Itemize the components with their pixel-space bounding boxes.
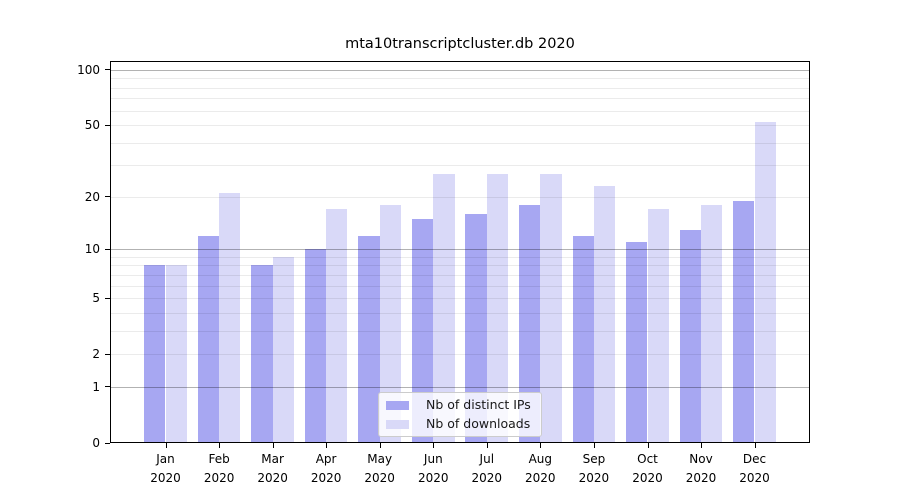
y-tick-label-1: 1 — [92, 379, 100, 394]
bar-distinct-ips-dec — [733, 200, 755, 443]
gridline-60 — [110, 110, 810, 112]
legend-item-distinct-ips: Nb of distinct IPs — [386, 397, 541, 413]
gridline-3 — [110, 330, 810, 332]
bar-downloads-nov — [701, 204, 723, 443]
gridline-1 — [110, 386, 810, 388]
gridline-6 — [110, 285, 810, 287]
bar-distinct-ips-jan — [144, 265, 166, 443]
gridline-8 — [110, 265, 810, 267]
legend: Nb of distinct IPs Nb of downloads — [378, 392, 542, 437]
chart-title: mta10transcriptcluster.db 2020 — [345, 36, 575, 52]
y-tick-mark-1 — [105, 386, 110, 388]
x-tick-mark-dec — [754, 443, 756, 448]
x-tick-mark-jul — [486, 443, 488, 448]
y-tick-mark-0 — [105, 442, 110, 444]
x-tick-label-sep: Sep 2020 — [578, 452, 610, 485]
y-tick-label-20: 20 — [84, 189, 100, 204]
y-tick-label-0: 0 — [92, 436, 100, 450]
bar-distinct-ips-jul — [465, 213, 487, 443]
gridline-30 — [110, 165, 810, 167]
bar-distinct-ips-jun — [411, 218, 434, 443]
x-tick-mark-jun — [433, 443, 435, 448]
bar-downloads-jul — [486, 173, 509, 443]
y-tick-label-2: 2 — [92, 347, 100, 362]
legend-label-distinct-ips: Nb of distinct IPs — [426, 397, 531, 412]
gridline-70 — [110, 98, 810, 100]
bar-downloads-oct — [647, 209, 669, 443]
bar-distinct-ips-oct — [626, 242, 648, 443]
bar-downloads-jun — [433, 173, 455, 443]
x-tick-mark-apr — [326, 443, 328, 448]
y-tick-mark-5 — [105, 297, 110, 299]
bar-distinct-ips-apr — [304, 249, 327, 443]
y-tick-mark-100 — [105, 69, 110, 71]
bar-downloads-mar — [272, 256, 294, 443]
y-tick-mark-20 — [105, 196, 110, 198]
y-tick-mark-2 — [105, 353, 110, 355]
y-tick-mark-50 — [105, 124, 110, 126]
bar-downloads-feb — [219, 193, 241, 443]
legend-swatch-downloads — [386, 419, 409, 429]
x-tick-mark-mar — [272, 443, 274, 448]
bar-distinct-ips-nov — [679, 229, 701, 443]
x-tick-label-may: May 2020 — [364, 452, 395, 485]
y-tick-label-100: 100 — [77, 62, 100, 77]
x-tick-label-feb: Feb 2020 — [203, 452, 235, 485]
gridline-100 — [110, 69, 810, 71]
y-tick-label-10: 10 — [84, 242, 100, 256]
x-tick-label-nov: Nov 2020 — [685, 452, 717, 485]
bar-distinct-ips-mar — [251, 265, 273, 443]
x-tick-label-mar: Mar 2020 — [257, 452, 288, 485]
gridline-50 — [110, 125, 810, 126]
legend-swatch-distinct-ips — [386, 400, 409, 410]
bar-distinct-ips-feb — [197, 235, 220, 443]
gridline-90 — [110, 78, 810, 80]
gridline-20 — [110, 196, 810, 198]
bar-downloads-dec — [754, 121, 776, 443]
gridline-7 — [110, 274, 810, 276]
legend-label-downloads: Nb of downloads — [426, 416, 531, 431]
y-tick-label-50: 50 — [84, 118, 100, 132]
y-tick-label-5: 5 — [92, 291, 100, 306]
x-tick-label-jan: Jan 2020 — [150, 452, 181, 485]
x-tick-label-oct: Oct 2020 — [632, 452, 663, 485]
bar-downloads-aug — [540, 173, 562, 443]
x-tick-label-jun: Jun 2020 — [418, 452, 449, 485]
y-tick-mark-10 — [105, 248, 110, 250]
x-tick-mark-aug — [540, 443, 542, 448]
gridline-4 — [110, 312, 810, 314]
x-tick-label-dec: Dec 2020 — [739, 452, 770, 485]
legend-item-downloads: Nb of downloads — [386, 416, 541, 432]
x-tick-mark-sep — [593, 443, 595, 448]
gridline-10 — [110, 249, 810, 250]
bar-downloads-sep — [593, 185, 616, 443]
bar-downloads-may — [379, 204, 402, 443]
x-tick-label-apr: Apr 2020 — [310, 452, 342, 485]
x-tick-mark-nov — [701, 443, 702, 448]
gridline-40 — [110, 142, 810, 144]
bar-distinct-ips-sep — [572, 235, 594, 443]
gridline-5 — [110, 298, 810, 300]
bar-distinct-ips-may — [358, 235, 380, 443]
bar-downloads-apr — [326, 209, 348, 443]
plot-area — [110, 61, 810, 443]
gridline-80 — [110, 87, 810, 89]
x-tick-label-aug: Aug 2020 — [525, 452, 556, 485]
bar-distinct-ips-aug — [518, 204, 541, 443]
x-tick-mark-jan — [165, 443, 167, 448]
x-tick-mark-oct — [647, 443, 649, 448]
gridline-9 — [110, 256, 810, 258]
gridline-2 — [110, 354, 810, 356]
x-tick-mark-feb — [219, 443, 221, 448]
x-tick-label-jul: Jul 2020 — [471, 452, 503, 485]
bar-downloads-jan — [165, 265, 187, 443]
x-tick-mark-may — [379, 443, 381, 448]
